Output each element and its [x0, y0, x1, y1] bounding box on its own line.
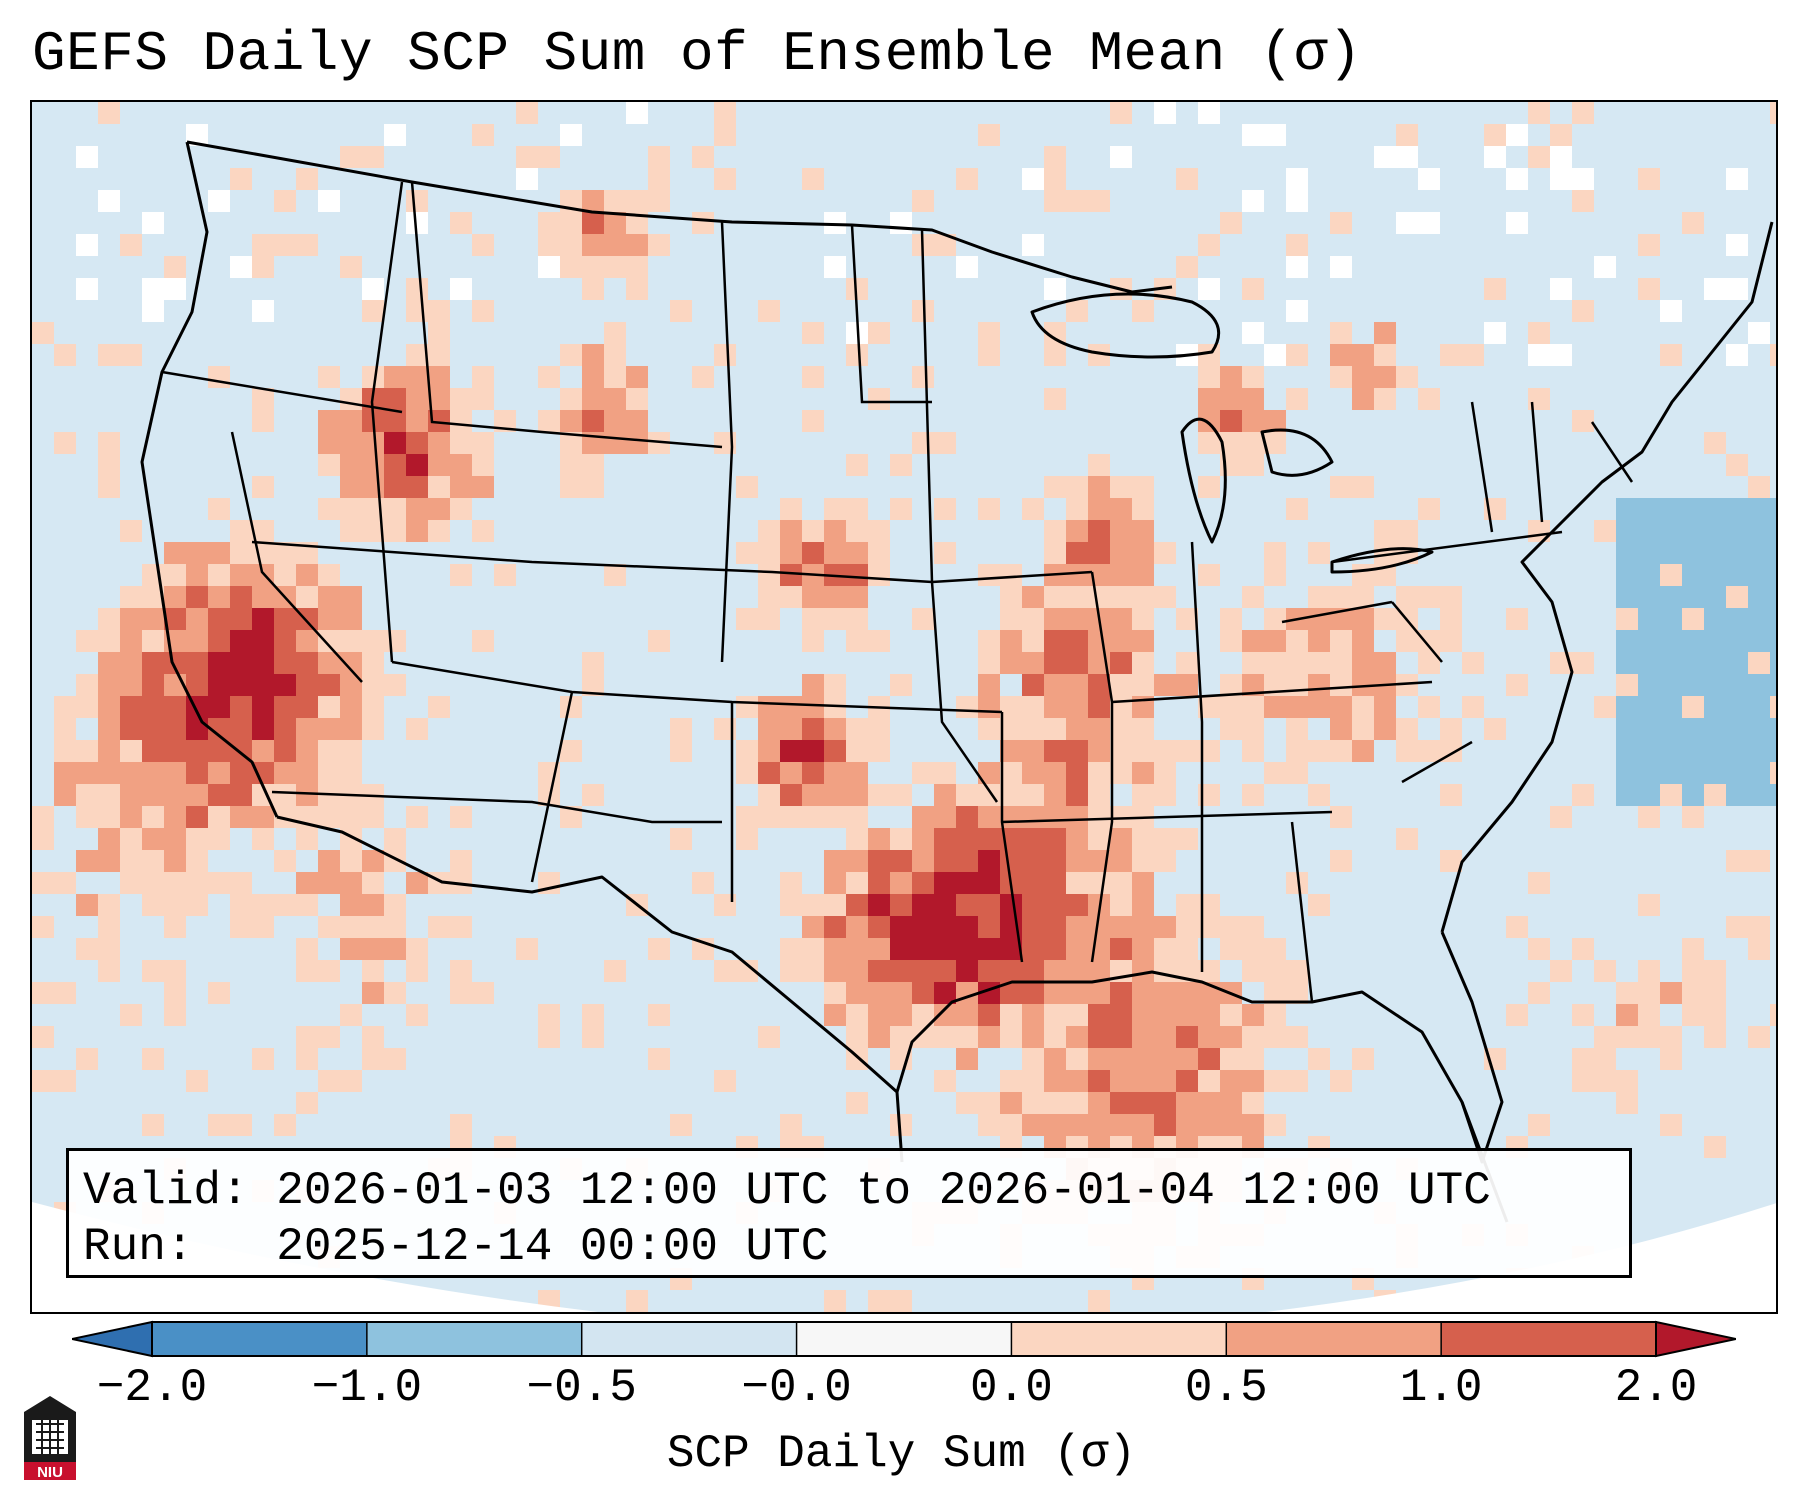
colorbar-bin: [581, 1322, 798, 1356]
map-canvas: [32, 102, 1776, 1312]
niu-logo: NIU: [24, 1396, 76, 1481]
colorbar-bin: [1011, 1322, 1227, 1356]
colorbar-bin: [152, 1322, 368, 1356]
colorbar-over-arrow: [1655, 1320, 1736, 1358]
logo-text: NIU: [37, 1464, 63, 1481]
chart-title: GEFS Daily SCP Sum of Ensemble Mean (σ): [32, 22, 1363, 86]
run-time: 2025-12-14 00:00 UTC: [276, 1221, 829, 1273]
outside-domain-left: [32, 1202, 599, 1312]
valid-range: 2026-01-03 12:00 UTC to 2026-01-04 12:00…: [276, 1165, 1491, 1217]
colorbar-tick-label: 0.0: [970, 1362, 1053, 1414]
colorbar-tick-label: −2.0: [96, 1362, 208, 1414]
colorbar-bin: [796, 1322, 1012, 1356]
colorbar-tick-label: 1.0: [1399, 1362, 1483, 1414]
state-borders: [161, 181, 1634, 1003]
colorbar-label: SCP Daily Sum (σ): [666, 1428, 1137, 1480]
coastline-and-borders: [140, 140, 1774, 1223]
run-label: Run:: [83, 1221, 194, 1273]
colorbar: [72, 1320, 1736, 1358]
colorbar-bin: [366, 1322, 583, 1356]
colorbar-tick-label: 2.0: [1614, 1362, 1698, 1414]
colorbar-bin: [1226, 1322, 1442, 1356]
colorbar-bin: [1441, 1322, 1657, 1356]
colorbar-under-arrow: [72, 1320, 153, 1358]
colorbar-outline: [151, 1321, 1657, 1357]
colorbar-ticks: −2.0 −1.0 −0.5 −0.0 0.0 0.5 1.0 2.0: [0, 1362, 1803, 1422]
outside-domain-right: [1265, 1203, 1776, 1312]
colorbar-tick-label: −0.5: [526, 1362, 637, 1414]
colorbar-tick-label: −1.0: [311, 1362, 423, 1414]
valid-run-info-box: Valid: 2026-01-03 12:00 UTC to 2026-01-0…: [66, 1148, 1632, 1278]
valid-label: Valid:: [83, 1165, 249, 1217]
colorbar-tick-label: −0.0: [741, 1362, 852, 1414]
colorbar-tick-label: 0.5: [1184, 1362, 1268, 1414]
map-panel: [30, 100, 1778, 1314]
